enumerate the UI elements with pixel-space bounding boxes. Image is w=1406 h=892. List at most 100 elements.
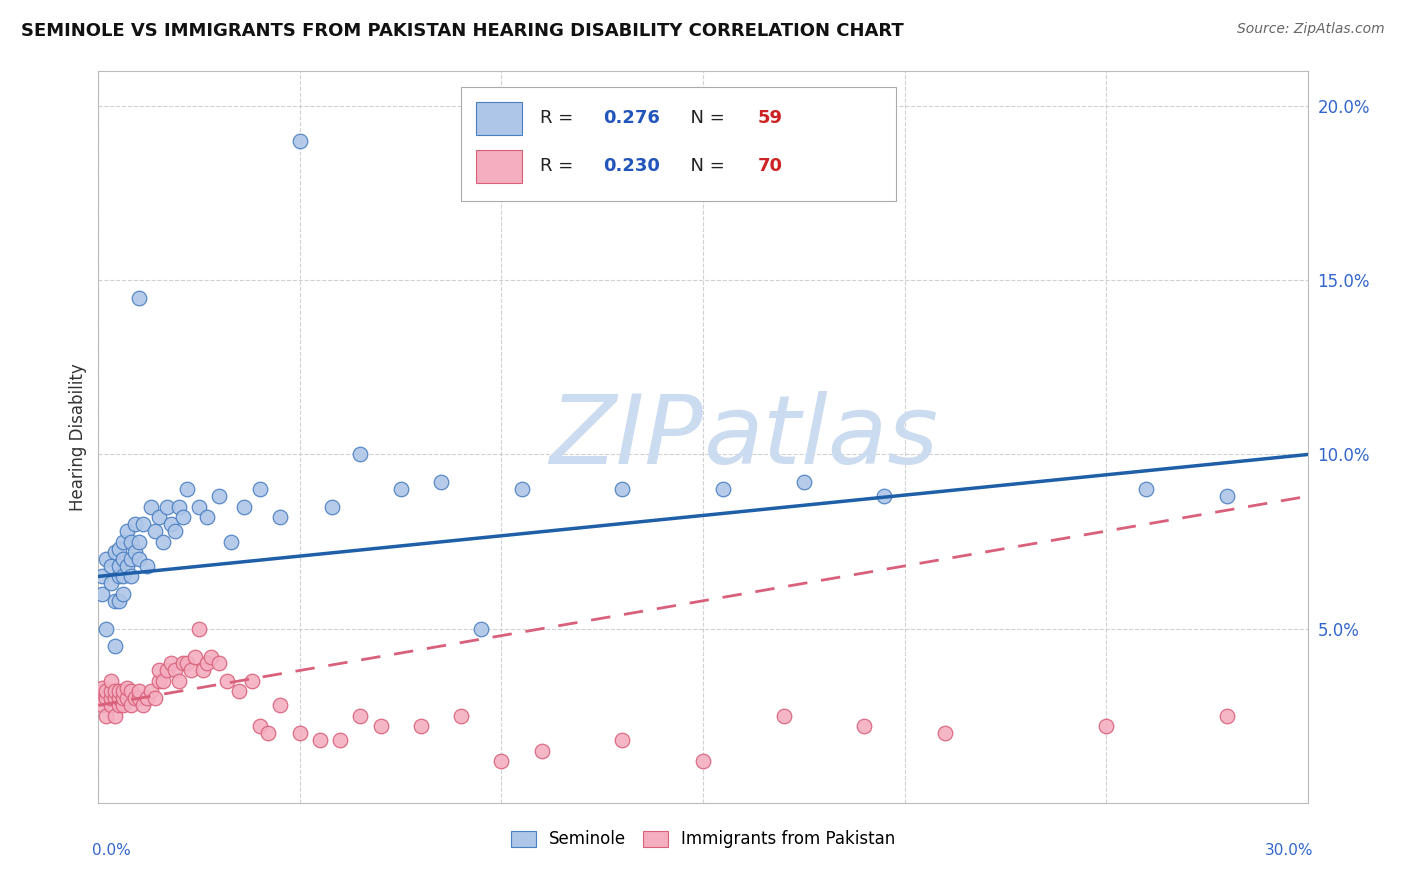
Point (100, 691, 122, 706)
Point (156, 664, 179, 678)
Point (100, 673, 122, 688)
Point (103, 545, 125, 559)
Point (96, 622, 118, 636)
Point (1135, 483, 1157, 497)
Point (111, 684, 134, 698)
Point (692, 754, 714, 768)
Point (124, 517, 146, 532)
Point (853, 719, 876, 733)
Point (107, 684, 129, 698)
Point (389, 483, 412, 497)
Point (124, 545, 146, 559)
Point (195, 657, 218, 671)
Point (221, 534, 243, 549)
Point (148, 510, 170, 524)
FancyBboxPatch shape (461, 87, 897, 201)
Text: 0.0%: 0.0% (93, 843, 131, 858)
Point (370, 719, 392, 733)
Point (1216, 708, 1239, 723)
Point (91, 698, 114, 713)
Point (240, 673, 263, 688)
Point (111, 698, 134, 713)
Point (249, 483, 271, 497)
FancyBboxPatch shape (475, 150, 522, 183)
Point (176, 657, 198, 671)
Point (139, 500, 162, 514)
Text: atlas: atlas (703, 391, 938, 483)
Point (111, 569, 134, 583)
Text: N =: N = (679, 109, 730, 128)
Point (176, 483, 198, 497)
Point (107, 698, 129, 713)
Point (180, 664, 202, 678)
Point (349, 448, 371, 462)
Point (91, 569, 114, 583)
Text: 0.230: 0.230 (603, 158, 659, 176)
Point (96, 552, 118, 566)
Point (167, 673, 190, 688)
Point (128, 534, 150, 549)
Point (107, 558, 129, 573)
Text: 30.0%: 30.0% (1265, 843, 1313, 858)
Point (288, 134, 311, 148)
Point (793, 475, 815, 490)
Point (91, 587, 114, 601)
Point (160, 517, 183, 532)
Point (430, 475, 453, 490)
Point (193, 664, 215, 678)
Point (128, 684, 150, 698)
Point (167, 500, 190, 514)
Point (148, 673, 170, 688)
Text: 59: 59 (758, 109, 782, 128)
Point (470, 622, 492, 636)
Point (128, 291, 150, 305)
Point (329, 733, 352, 747)
Point (1095, 719, 1118, 733)
Point (160, 657, 183, 671)
Point (124, 691, 146, 706)
Point (152, 673, 174, 688)
Point (772, 708, 794, 723)
Point (103, 708, 125, 723)
FancyBboxPatch shape (475, 102, 522, 135)
Text: 0.276: 0.276 (603, 109, 659, 128)
Point (1216, 489, 1239, 503)
Point (288, 726, 311, 740)
Point (103, 684, 125, 698)
Text: R =: R = (540, 109, 579, 128)
Point (107, 541, 129, 556)
Point (128, 691, 150, 706)
Point (96, 684, 118, 698)
Point (873, 489, 896, 503)
Point (115, 691, 138, 706)
Point (217, 673, 239, 688)
Point (111, 534, 134, 549)
Point (232, 500, 254, 514)
Point (200, 649, 222, 664)
Point (188, 622, 211, 636)
Point (172, 657, 194, 671)
Point (128, 552, 150, 566)
Point (188, 500, 211, 514)
Point (100, 576, 122, 591)
Point (156, 500, 179, 514)
Point (139, 684, 162, 698)
Point (510, 483, 533, 497)
Point (143, 524, 166, 538)
Point (115, 681, 138, 695)
Text: SEMINOLE VS IMMIGRANTS FROM PAKISTAN HEARING DISABILITY CORRELATION CHART: SEMINOLE VS IMMIGRANTS FROM PAKISTAN HEA… (21, 22, 904, 40)
Point (612, 733, 634, 747)
Point (120, 569, 142, 583)
Point (184, 649, 207, 664)
Point (107, 569, 129, 583)
Point (115, 558, 138, 573)
Point (249, 719, 271, 733)
Point (132, 698, 155, 713)
Point (152, 534, 174, 549)
Point (91, 691, 114, 706)
Text: Source: ZipAtlas.com: Source: ZipAtlas.com (1237, 22, 1385, 37)
Point (107, 691, 129, 706)
Point (228, 684, 250, 698)
Point (103, 691, 125, 706)
Point (132, 517, 155, 532)
